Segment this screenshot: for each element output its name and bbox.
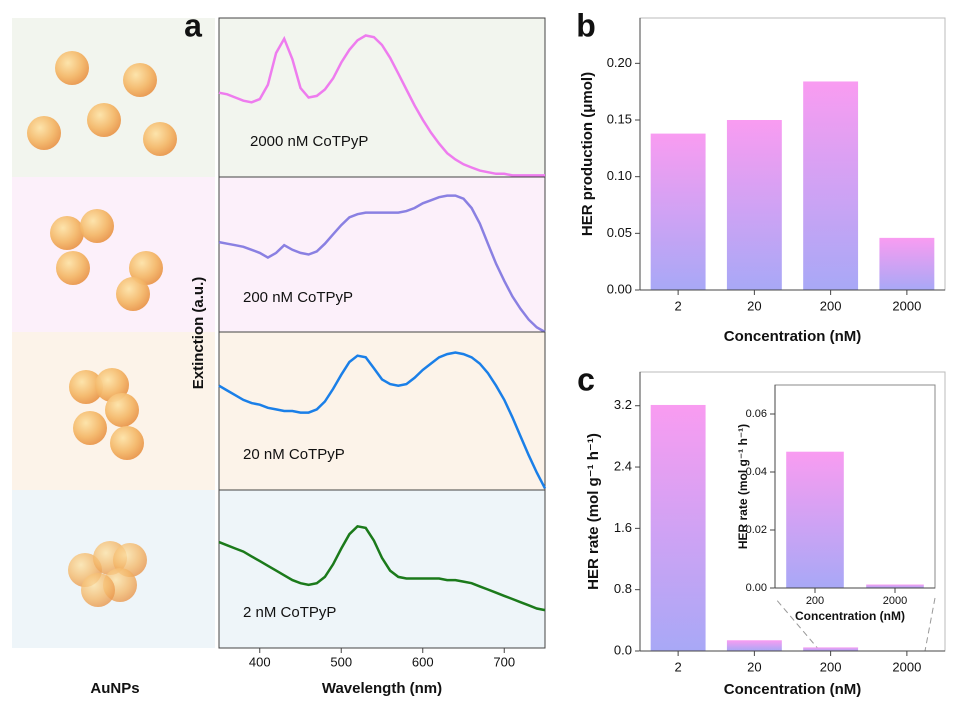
spectrum-line [218, 524, 546, 612]
y-tick-label: 0.02 [746, 524, 767, 536]
x-axis-title: Wavelength (nm) [322, 680, 442, 697]
y-tick-label: 0.06 [746, 408, 767, 420]
bar [650, 404, 706, 651]
nanoparticle [116, 277, 150, 311]
inset-connector [774, 597, 821, 652]
y-tick-label: 0.00 [746, 582, 767, 594]
nanoparticle [80, 209, 114, 243]
x-tick-label: 2000 [892, 298, 921, 313]
panel-letter: a [184, 7, 202, 43]
nanoparticle [81, 573, 115, 607]
spectrum-panel [218, 176, 546, 333]
x-axis-title: Concentration (nM) [795, 609, 905, 623]
bar [786, 451, 844, 588]
spectrum-label: 2 nM CoTPyP [243, 604, 336, 621]
x-tick-label: 2 [675, 659, 682, 674]
spectrum-label: 20 nM CoTPyP [243, 446, 345, 463]
panel-letter: b [576, 7, 596, 43]
x-axis-title: Concentration (nM) [724, 681, 861, 698]
bar-chart: 2 20 200 2000 0.00 0.05 0.10 0.15 0.20 Concentrat… [576, 7, 946, 345]
bar [803, 81, 859, 290]
bar [650, 133, 706, 290]
y-tick-label: 3.2 [614, 397, 632, 412]
x-tick-label: 2000 [883, 595, 907, 607]
x-tick-label: 200 [806, 595, 824, 607]
x-tick-label: 700 [493, 654, 515, 669]
bar [879, 237, 935, 290]
nanoparticle [55, 51, 89, 85]
nanoparticle [69, 370, 103, 404]
spectrum-panel [218, 331, 546, 491]
nanoparticle [56, 251, 90, 285]
nanoparticle [129, 251, 163, 285]
spectrum-label: 200 nM CoTPyP [243, 289, 353, 306]
x-tick-label: 20 [747, 659, 761, 674]
y-axis-title: Extinction (a.u.) [190, 277, 207, 390]
x-tick-label: 2000 [892, 659, 921, 674]
nanoparticle [143, 122, 177, 156]
spectrum-label: 2000 nM CoTPyP [250, 133, 368, 150]
spectrum-line [218, 351, 547, 489]
spectrum-panel [218, 489, 546, 649]
x-axis-title: Concentration (nM) [724, 328, 861, 345]
image-panel [12, 18, 215, 177]
nanoparticle [87, 103, 121, 137]
y-tick-label: 0.15 [607, 111, 632, 126]
nanoparticle [73, 411, 107, 445]
y-axis-title: HER production (μmol) [579, 72, 596, 236]
panel-letter: c [577, 361, 595, 397]
image-panel [12, 177, 215, 332]
nanoparticle [123, 63, 157, 97]
spectrum-line [218, 194, 546, 334]
x-tick-label: 400 [249, 654, 271, 669]
y-tick-label: 2.4 [614, 458, 632, 473]
y-axis-title: HER rate (mol g⁻¹ h⁻¹) [736, 424, 750, 549]
bar [726, 640, 782, 651]
x-tick-label: 200 [820, 659, 842, 674]
spectrum-panel [218, 17, 546, 178]
y-axis-title: HER rate (mol g⁻¹ h⁻¹) [585, 433, 602, 590]
bar-chart: 2 20 200 2000 0.0 0.8 1.6 2.4 3.2 Concentration (… [577, 361, 946, 698]
y-tick-label: 0.00 [607, 281, 632, 296]
nanoparticle [105, 393, 139, 427]
nanoparticle [50, 216, 84, 250]
bar [726, 120, 782, 290]
image-label: AuNPs [90, 680, 139, 697]
x-tick-label: 500 [330, 654, 352, 669]
bar [866, 584, 924, 588]
y-tick-label: 0.0 [614, 642, 632, 657]
bar [803, 647, 859, 651]
spectrum-line [218, 34, 545, 177]
y-tick-label: 0.8 [614, 581, 632, 596]
x-tick-label: 20 [747, 298, 761, 313]
x-tick-label: 600 [412, 654, 434, 669]
y-tick-label: 1.6 [614, 520, 632, 535]
x-tick-label: 2 [675, 298, 682, 313]
y-tick-label: 0.10 [607, 168, 632, 183]
inset-chart: 200 2000 0.00 0.02 0.04 0.06 Concentration (nM… [736, 384, 936, 623]
y-tick-label: 0.05 [607, 225, 632, 240]
y-tick-label: 0.20 [607, 55, 632, 70]
y-tick-label: 0.04 [746, 466, 767, 478]
x-tick-label: 200 [820, 298, 842, 313]
nanoparticle [110, 426, 144, 460]
nanoparticle [27, 116, 61, 150]
inset-connector [924, 597, 936, 652]
